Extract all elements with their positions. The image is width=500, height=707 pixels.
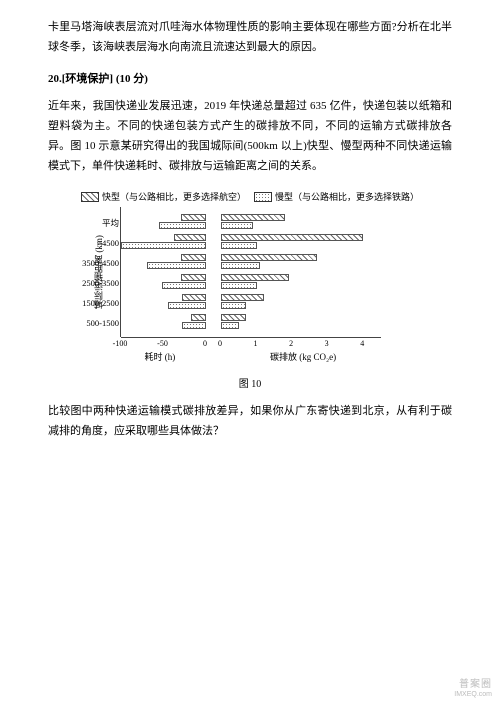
bar-time-fast [181, 254, 207, 261]
tick: 0 [218, 337, 222, 351]
chart-row: 2500-3500 [121, 272, 381, 292]
chart-row: 3500-4500 [121, 252, 381, 272]
bar-emit-fast [221, 214, 285, 221]
category-label: 平均 [67, 216, 119, 231]
xlabel-right: 碳排放 (kg CO₂e) [270, 349, 336, 365]
bar-emit-fast [221, 274, 289, 281]
bar-emit-slow [221, 282, 257, 289]
chart-row: >4500 [121, 232, 381, 252]
bar-time-slow [182, 322, 206, 329]
legend-label-fast: 快型（与公路相比，更多选择航空） [102, 189, 246, 205]
legend-swatch-fast [81, 192, 99, 202]
bar-emit-slow [221, 302, 246, 309]
bar-emit-fast [221, 314, 246, 321]
tick: -100 [113, 337, 128, 351]
figure-caption: 图 10 [239, 376, 262, 394]
bar-time-slow [159, 222, 206, 229]
category-label: 500-1500 [67, 316, 119, 331]
legend-slow: 慢型（与公路相比，更多选择铁路） [254, 189, 419, 205]
section-paragraph: 近年来，我国快递业发展迅速，2019 年快递总量超过 635 亿件，快递包装以纸… [48, 97, 452, 176]
question-paragraph: 比较图中两种快递运输模式碳排放差异，如果你从广东寄快递到北京，从有利于碳减排的角… [48, 402, 452, 442]
category-label: 3500-4500 [67, 256, 119, 271]
watermark-sub: IMXEQ.com [454, 691, 492, 699]
bar-emit-slow [221, 242, 257, 249]
bar-time-fast [191, 314, 206, 321]
bar-time-slow [147, 262, 207, 269]
category-label: 1500-2500 [67, 296, 119, 311]
bar-emit-slow [221, 262, 260, 269]
bar-emit-fast [221, 254, 317, 261]
legend-swatch-slow [254, 192, 272, 202]
chart: 城际运输距离 (km) 平均>45003500-45002500-3500150… [120, 207, 380, 372]
bar-time-fast [181, 274, 207, 281]
category-label: 2500-3500 [67, 276, 119, 291]
bar-time-fast [181, 214, 207, 221]
bar-emit-slow [221, 222, 253, 229]
chart-area: 城际运输距离 (km) 平均>45003500-45002500-3500150… [120, 207, 380, 337]
watermark-main: 普案圈 [454, 679, 492, 691]
bar-time-fast [182, 294, 206, 301]
bar-emit-fast [221, 294, 264, 301]
bar-time-slow [162, 282, 206, 289]
figure: 快型（与公路相比，更多选择航空） 慢型（与公路相比，更多选择铁路） 城际运输距离… [48, 189, 452, 394]
legend-fast: 快型（与公路相比，更多选择航空） [81, 189, 246, 205]
tick: 4 [360, 337, 364, 351]
bar-time-fast [174, 234, 206, 241]
chart-row: 平均 [121, 212, 381, 232]
chart-row: 1500-2500 [121, 292, 381, 312]
category-label: >4500 [67, 236, 119, 251]
legend: 快型（与公路相比，更多选择航空） 慢型（与公路相比，更多选择铁路） [81, 189, 419, 205]
watermark: 普案圈 IMXEQ.com [454, 679, 492, 699]
xlabel-left: 耗时 (h) [145, 349, 176, 365]
chart-row: 500-1500 [121, 312, 381, 332]
tick: 0 [203, 337, 207, 351]
section-title: 20.[环境保护] (10 分) [48, 70, 452, 90]
intro-paragraph: 卡里马塔海峡表层流对爪哇海水体物理性质的影响主要体现在哪些方面?分析在北半球冬季… [48, 18, 452, 58]
legend-label-slow: 慢型（与公路相比，更多选择铁路） [275, 189, 419, 205]
bar-emit-slow [221, 322, 239, 329]
bar-time-slow [168, 302, 206, 309]
bar-time-slow [121, 242, 206, 249]
bar-emit-fast [221, 234, 363, 241]
x-ticks: -100-50001234耗时 (h)碳排放 (kg CO₂e) [120, 337, 380, 355]
tick: 1 [254, 337, 258, 351]
